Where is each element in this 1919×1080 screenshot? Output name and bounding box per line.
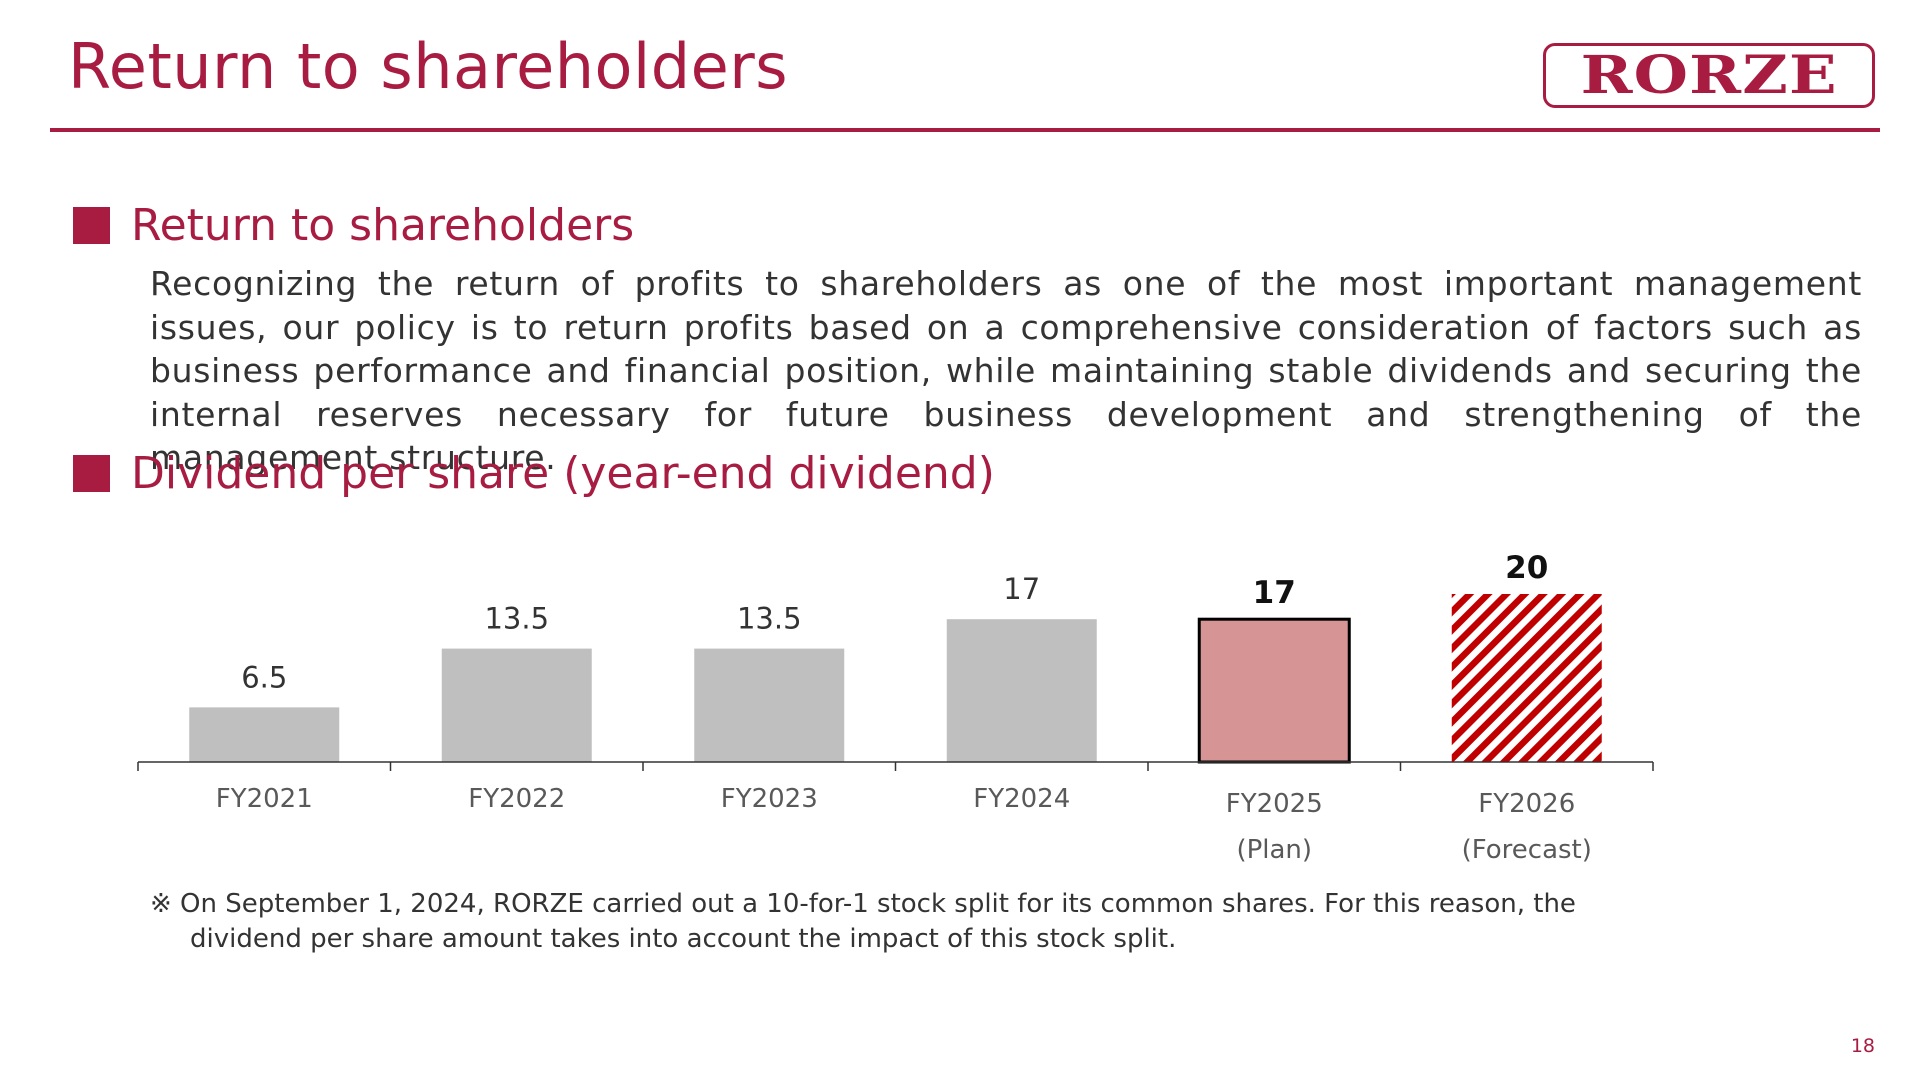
bar-fy2024 (946, 619, 1097, 762)
square-bullet-icon (73, 207, 110, 244)
x-tick-label: FY2026 (1478, 789, 1575, 819)
bar-fy2026 (1451, 594, 1602, 762)
data-label: 20 (1505, 550, 1548, 586)
x-tick-label: FY2025 (1226, 789, 1323, 819)
data-label: 13.5 (737, 602, 802, 636)
x-tick-label: FY2022 (468, 784, 565, 814)
footnote-line: dividend per share amount takes into acc… (190, 924, 1177, 954)
data-label: 6.5 (241, 660, 287, 694)
section-heading-return: Return to shareholders (73, 200, 634, 251)
page-number: 18 (1850, 1035, 1875, 1057)
data-label: 17 (1003, 572, 1040, 606)
bar-fy2025 (1197, 617, 1351, 764)
x-tick-label: FY2021 (216, 784, 313, 814)
data-label: 17 (1253, 575, 1296, 611)
company-logo: RORZE (1543, 43, 1875, 108)
bar-fy2023 (694, 648, 845, 762)
bar-fy2022 (441, 648, 592, 762)
dividend-bar-chart: 6.5 FY2021 13.5 FY2022 13.5 FY2023 17 FY2024 17 F… (137, 550, 1654, 865)
x-tick-label: FY2023 (721, 784, 818, 814)
footnote: ※ On September 1, 2024, RORZE carried ou… (150, 887, 1600, 957)
logo-text: RORZE (1580, 45, 1838, 106)
section-heading-label: Return to shareholders (131, 200, 635, 251)
x-tick-sublabel: (Plan) (1236, 835, 1312, 865)
title-divider (50, 128, 1880, 132)
data-label: 13.5 (484, 602, 549, 636)
page-title: Return to shareholders (68, 30, 789, 103)
x-tick-sublabel: (Forecast) (1462, 835, 1592, 865)
square-bullet-icon (73, 455, 110, 492)
x-tick-label: FY2024 (973, 784, 1070, 814)
section-heading-label: Dividend per share (year-end dividend) (131, 448, 995, 499)
bar-fy2021 (189, 707, 340, 762)
footnote-line: ※ On September 1, 2024, RORZE carried ou… (150, 889, 1576, 919)
section-heading-dividend: Dividend per share (year-end dividend) (73, 448, 995, 499)
policy-text: Recognizing the return of profits to sha… (150, 264, 1862, 477)
